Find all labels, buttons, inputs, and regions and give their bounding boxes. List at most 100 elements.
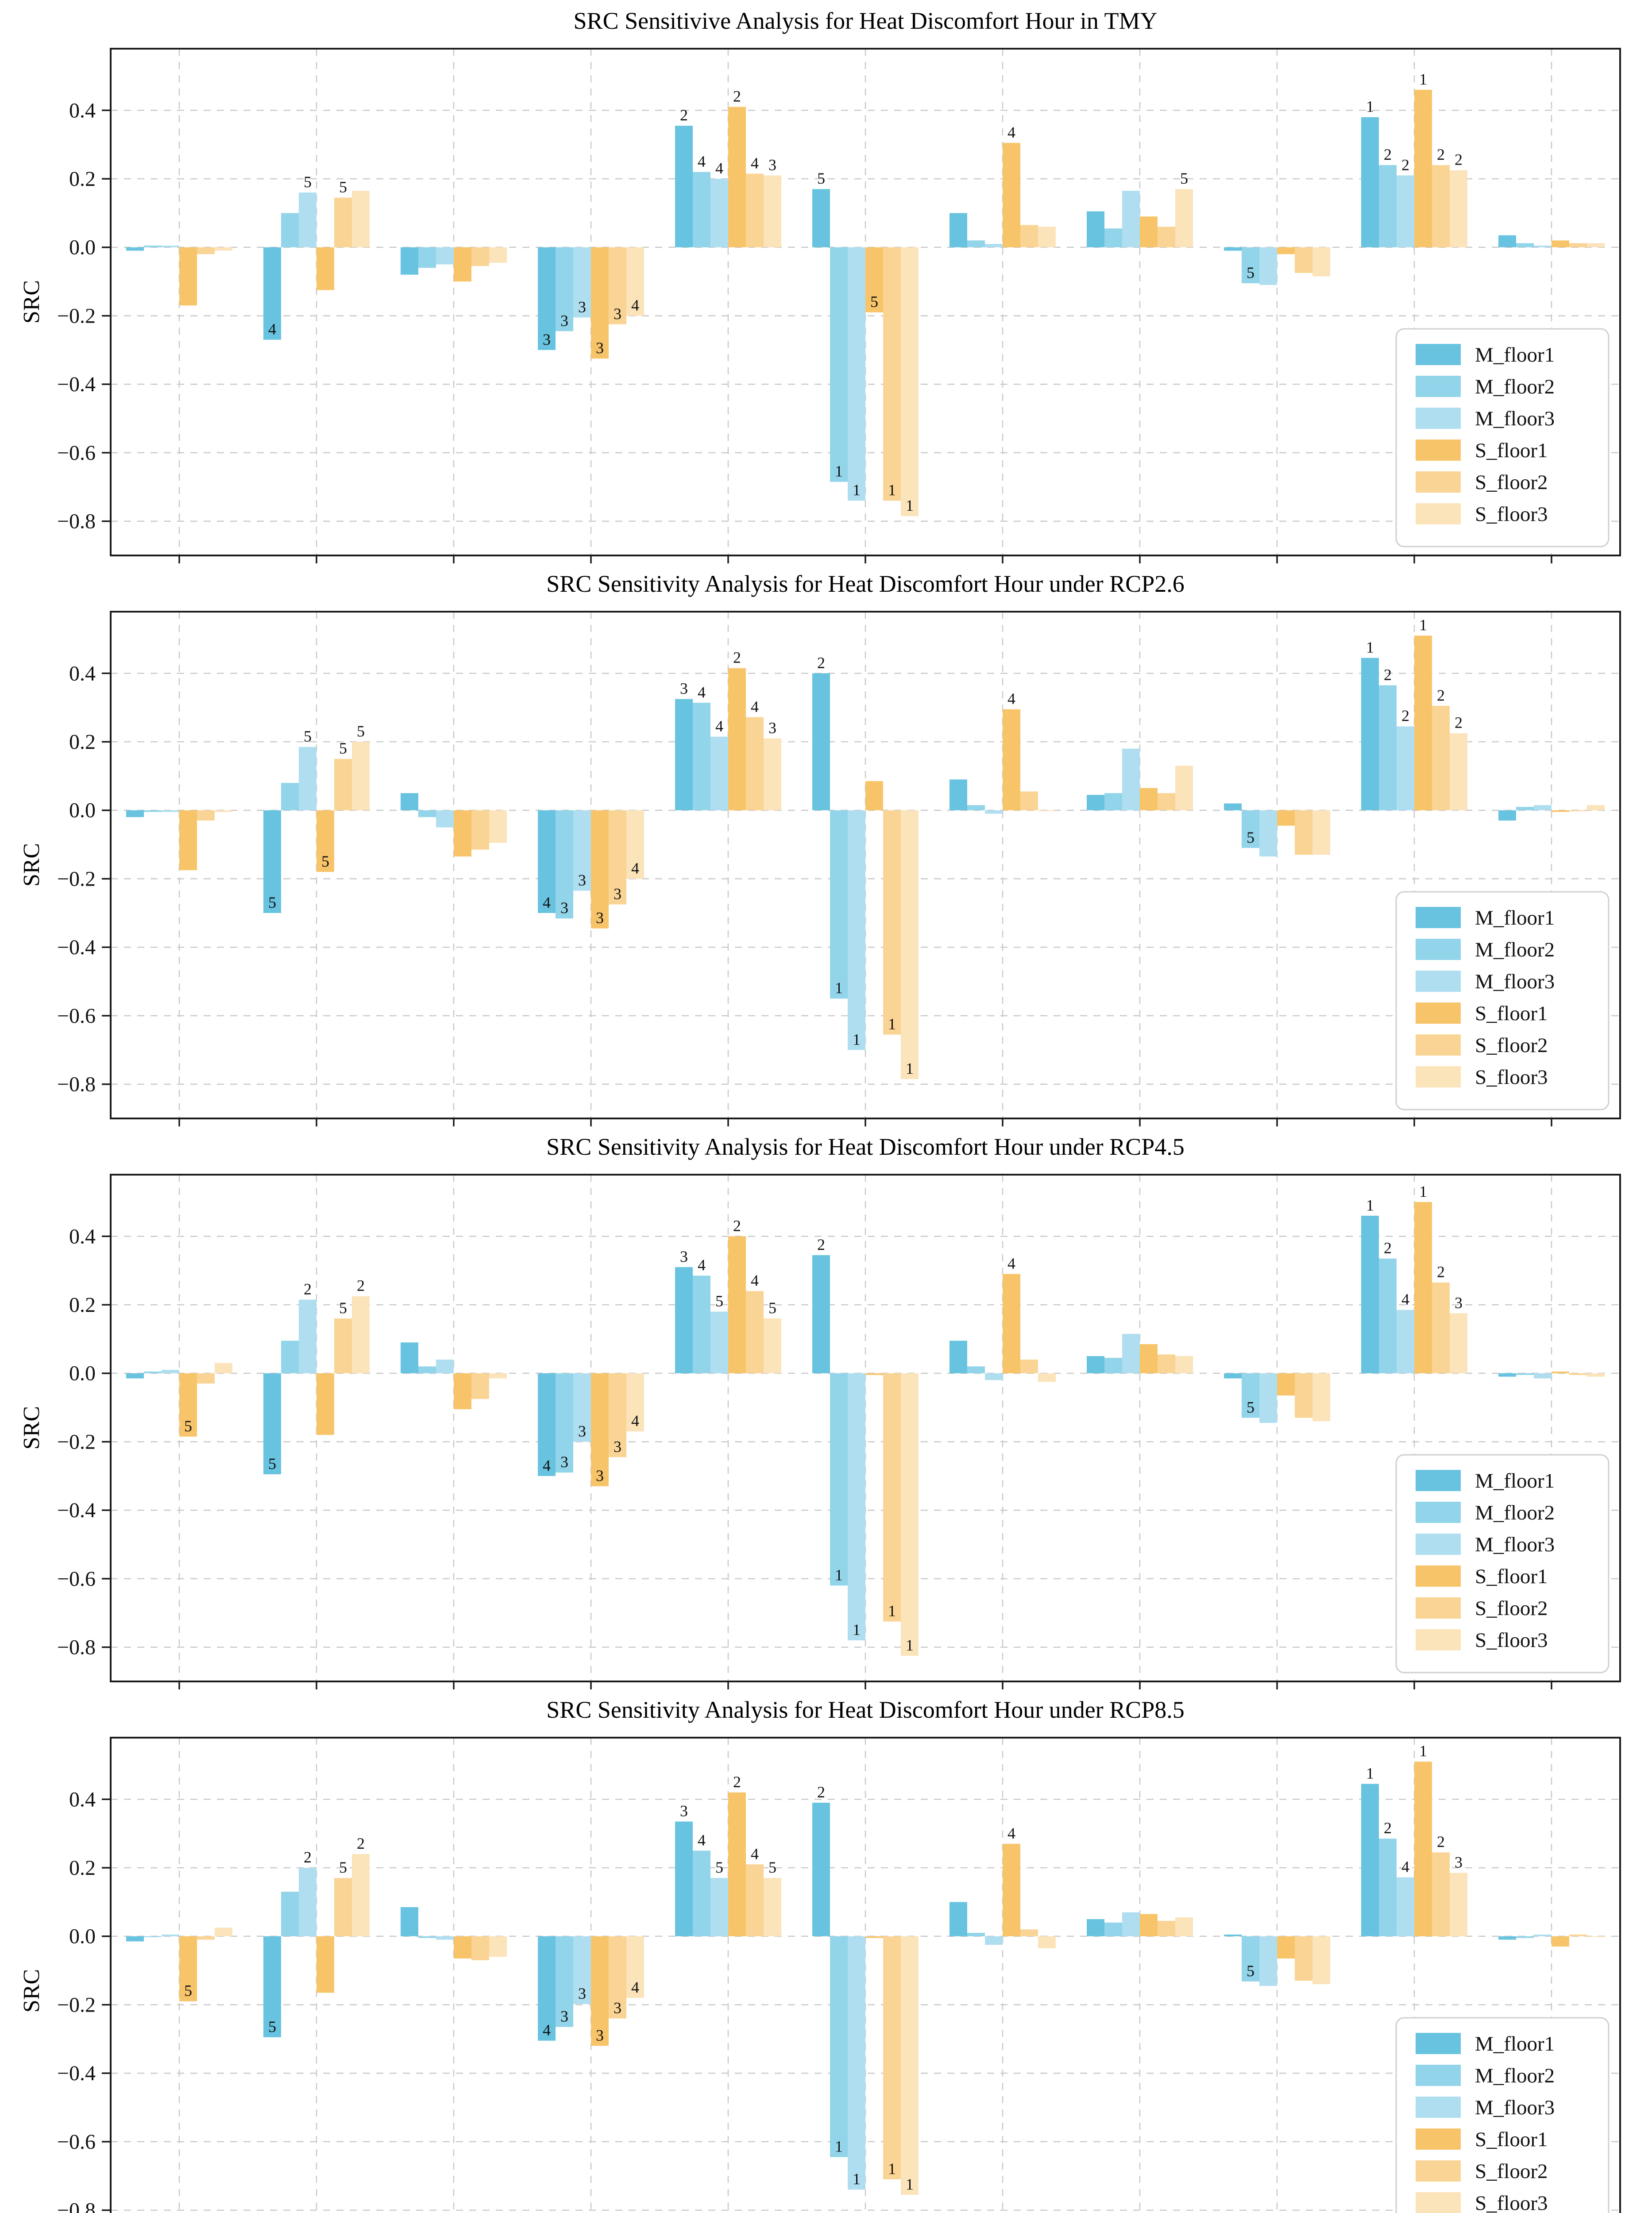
bar-S_floor3 bbox=[352, 1296, 370, 1373]
legend-swatch bbox=[1416, 344, 1461, 365]
bar-M_floor1 bbox=[1087, 1356, 1104, 1373]
bar-rank-label: 4 bbox=[751, 698, 759, 715]
bar-S_floor2 bbox=[1020, 1359, 1038, 1373]
bar-rank-label: 4 bbox=[1007, 123, 1015, 141]
bar-S_floor2 bbox=[609, 1936, 626, 2019]
bar-M_floor1 bbox=[812, 189, 830, 247]
bar-rank-label: 5 bbox=[768, 1858, 776, 1876]
bar-M_floor2 bbox=[144, 810, 162, 812]
bar-rank-label: 2 bbox=[1455, 714, 1463, 732]
bar-M_floor1 bbox=[1087, 1919, 1104, 1936]
legend-swatch bbox=[1416, 503, 1461, 524]
bar-M_floor2 bbox=[556, 1373, 573, 1473]
y-tick-label: 0.2 bbox=[69, 730, 96, 754]
bar-S_floor1 bbox=[179, 810, 197, 871]
bar-S_floor3 bbox=[1450, 1873, 1467, 1936]
bar-M_floor3 bbox=[985, 243, 1003, 247]
bar-M_floor2 bbox=[1242, 1373, 1259, 1418]
bar-S_floor1 bbox=[591, 810, 609, 929]
bar-M_floor3 bbox=[1534, 1373, 1552, 1379]
y-tick-label: −0.6 bbox=[57, 1004, 96, 1028]
y-tick-label: −0.4 bbox=[57, 1499, 96, 1522]
legend-label: M_floor3 bbox=[1475, 2096, 1555, 2119]
bar-M_floor1 bbox=[812, 1255, 830, 1373]
legend-label: S_floor1 bbox=[1475, 1565, 1548, 1588]
legend-swatch bbox=[1416, 408, 1461, 429]
bar-M_floor2 bbox=[693, 702, 710, 810]
bar-S_floor2 bbox=[197, 1373, 215, 1384]
bar-M_floor3 bbox=[710, 1311, 728, 1373]
bar-S_floor2 bbox=[883, 247, 901, 501]
bar-M_floor1 bbox=[126, 1936, 144, 1942]
bar-M_floor2 bbox=[1379, 165, 1397, 247]
bar-M_floor1 bbox=[263, 1936, 281, 2037]
bar-M_floor3 bbox=[1259, 1373, 1277, 1423]
y-tick-label: −0.2 bbox=[57, 1993, 96, 2016]
legend-swatch bbox=[1416, 1534, 1461, 1555]
panel-2-title: SRC Sensitivity Analysis for Heat Discom… bbox=[546, 571, 1185, 597]
legend-label: S_floor2 bbox=[1475, 471, 1548, 494]
bar-S_floor3 bbox=[764, 1878, 781, 1936]
bar-S_floor3 bbox=[1175, 189, 1193, 247]
bar-M_floor2 bbox=[1104, 793, 1122, 810]
bar-M_floor3 bbox=[573, 810, 591, 891]
bar-rank-label: 5 bbox=[1247, 1398, 1254, 1416]
bar-rank-label: 2 bbox=[1384, 1819, 1392, 1837]
bar-S_floor3 bbox=[626, 1936, 644, 1998]
bar-M_floor1 bbox=[812, 673, 830, 810]
panel-4-title: SRC Sensitivity Analysis for Heat Discom… bbox=[546, 1696, 1185, 1723]
bar-rank-label: 5 bbox=[715, 1292, 723, 1310]
bar-S_floor3 bbox=[215, 810, 232, 812]
y-tick-label: −0.4 bbox=[57, 936, 96, 959]
bar-M_floor3 bbox=[299, 192, 317, 247]
bar-S_floor1 bbox=[1277, 810, 1295, 826]
legend-label: S_floor1 bbox=[1475, 439, 1548, 462]
bar-S_floor1 bbox=[1140, 1344, 1158, 1373]
bar-S_floor3 bbox=[1175, 1917, 1193, 1936]
bar-S_floor2 bbox=[609, 247, 626, 324]
bar-M_floor1 bbox=[1361, 1784, 1379, 1936]
bar-S_floor1 bbox=[1003, 143, 1020, 247]
bar-S_floor1 bbox=[865, 781, 883, 810]
bar-M_floor2 bbox=[418, 1366, 436, 1373]
bar-S_floor1 bbox=[1003, 1843, 1020, 1936]
legend-label: S_floor3 bbox=[1475, 2192, 1548, 2213]
y-tick-label: 0.0 bbox=[69, 799, 96, 822]
bar-rank-label: 5 bbox=[817, 170, 825, 187]
legend-label: S_floor1 bbox=[1475, 1002, 1548, 1025]
bar-S_floor1 bbox=[591, 1373, 609, 1487]
bar-S_floor2 bbox=[1569, 1373, 1587, 1375]
bar-S_floor2 bbox=[1432, 1282, 1450, 1373]
bar-S_floor2 bbox=[1295, 247, 1312, 273]
bar-M_floor2 bbox=[830, 1936, 848, 2157]
bar-rank-label: 3 bbox=[543, 331, 551, 348]
bar-rank-label: 3 bbox=[614, 305, 621, 323]
bar-S_floor1 bbox=[728, 1236, 746, 1373]
bar-S_floor3 bbox=[901, 247, 919, 517]
bar-S_floor2 bbox=[471, 810, 489, 850]
bar-rank-label: 3 bbox=[680, 679, 688, 697]
bar-M_floor2 bbox=[1104, 1922, 1122, 1936]
bar-M_floor3 bbox=[162, 810, 179, 812]
bar-rank-label: 4 bbox=[543, 2021, 551, 2039]
bar-M_floor3 bbox=[162, 1369, 179, 1373]
bar-rank-label: 3 bbox=[578, 1985, 586, 2002]
bar-S_floor2 bbox=[334, 197, 352, 247]
bar-rank-label: 3 bbox=[560, 1453, 568, 1471]
bar-S_floor3 bbox=[764, 738, 781, 810]
bar-M_floor2 bbox=[693, 1851, 710, 1936]
bar-S_floor3 bbox=[1038, 810, 1056, 811]
legend-label: S_floor1 bbox=[1475, 2128, 1548, 2151]
bar-rank-label: 2 bbox=[733, 1773, 741, 1791]
legend-swatch bbox=[1416, 2128, 1461, 2150]
bar-M_floor3 bbox=[848, 1373, 865, 1641]
legend-label: M_floor2 bbox=[1475, 375, 1555, 398]
bar-S_floor2 bbox=[1295, 1373, 1312, 1418]
bar-M_floor1 bbox=[1224, 803, 1242, 810]
bar-S_floor2 bbox=[746, 1864, 764, 1936]
legend-swatch bbox=[1416, 939, 1461, 960]
bar-rank-label: 4 bbox=[751, 1272, 759, 1289]
bar-S_floor3 bbox=[1038, 227, 1056, 247]
legend-swatch bbox=[1416, 971, 1461, 992]
y-tick-label: −0.4 bbox=[57, 373, 96, 396]
